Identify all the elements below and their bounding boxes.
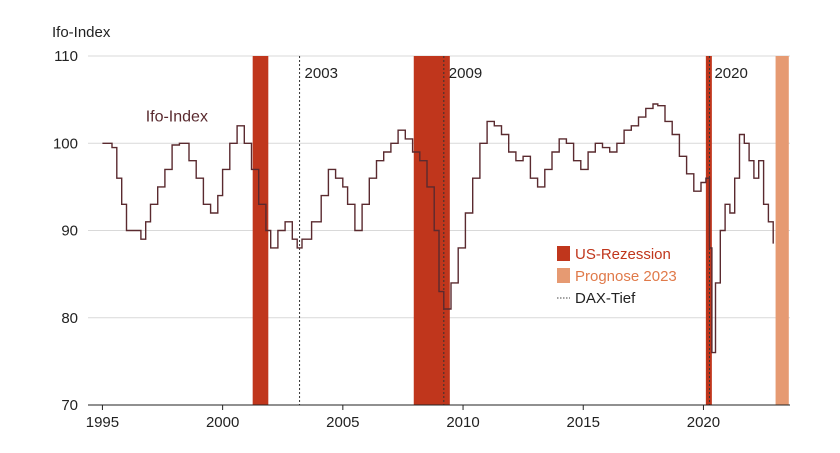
y-tick-label-110: 110: [54, 48, 78, 65]
us-rezession-band-1: [252, 56, 269, 405]
y-tick-label-90: 90: [61, 223, 78, 240]
y-tick-label-70: 70: [61, 397, 78, 414]
x-tick-label-2005: 2005: [326, 414, 359, 431]
event-label-2020: 2020: [714, 65, 747, 82]
event-label-2003: 2003: [305, 65, 338, 82]
series-label-ifo-index: Ifo-Index: [146, 108, 208, 125]
legend-label-3: DAX-Tief: [575, 290, 636, 307]
y-tick-label-80: 80: [61, 310, 78, 327]
y-axis-title: Ifo-Index: [52, 24, 111, 41]
legend-swatch-2: [557, 268, 570, 283]
event-label-2009: 2009: [449, 65, 482, 82]
series-line-ifo-index: [102, 103, 774, 354]
x-tick-label-1995: 1995: [86, 414, 119, 431]
axes: 70 80 90 100 110 1995 2000 2005 2010 2015 2020 Ifo-…: [52, 24, 790, 431]
x-tick-label-2000: 2000: [206, 414, 239, 431]
x-tick-label-2015: 2015: [567, 414, 600, 431]
y-tick-label-100: 100: [53, 135, 78, 152]
chart-labels: 2003 2009 2020 Ifo-Index: [146, 65, 748, 125]
x-tick-label-2020: 2020: [687, 414, 720, 431]
legend-label-2: Prognose 2023: [575, 268, 677, 285]
prognose-2023-band: [775, 56, 789, 405]
legend-label-1: US-Rezession: [575, 246, 671, 263]
us-rezession-band-2: [413, 56, 450, 405]
legend: US-Rezession Prognose 2023 DAX-Tief: [557, 246, 677, 307]
series-layer: [102, 103, 774, 354]
x-tick-label-2010: 2010: [446, 414, 479, 431]
legend-swatch-1: [557, 246, 570, 261]
